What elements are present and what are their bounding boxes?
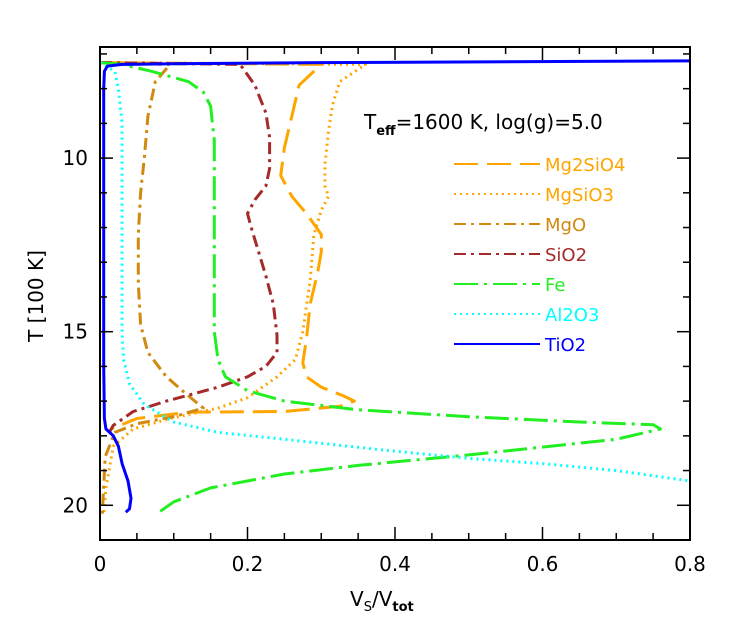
legend-label: MgO [545,215,586,236]
series-line-fe [100,61,662,514]
legend-label: Al2O3 [545,305,599,326]
x-tick-label: 0.2 [232,552,264,576]
legend-item-mgsio3: MgSiO3 [454,185,614,206]
legend-label: SiO2 [545,245,587,266]
legend-label: TiO2 [544,335,586,356]
legend-item-fe: Fe [454,275,565,296]
x-tick-label: 0.6 [527,552,559,576]
y-axis-label: T [100 K] [24,250,48,343]
legend-item-mg2sio4: Mg2SiO4 [454,155,625,176]
y-tick-label: 10 [63,146,88,170]
ticks-layer: 0 0.2 0.4 0.6 0.8 10 15 20 [63,47,706,576]
legend-item-sio2: SiO2 [454,245,587,266]
legend-label: Mg2SiO4 [545,155,625,176]
annotation: Teff=1600 K, log(g)=5.0 [363,110,603,139]
legend-item-al2o3: Al2O3 [454,305,599,326]
legend: Mg2SiO4 MgSiO3 MgO SiO2 Fe Al2O3 TiO2 [454,155,625,356]
series-line-al2o3 [100,61,690,483]
series-line-mgsio3 [100,61,367,516]
x-axis-label-sub1: S [364,600,372,615]
x-axis-label-base: V [350,587,364,611]
series-line-mgo [100,61,205,516]
annotation-rest: =1600 K, log(g)=5.0 [396,110,603,134]
legend-item-mgo: MgO [454,215,586,236]
series-line-sio2 [100,61,279,437]
x-tick-label: 0.8 [674,552,706,576]
legend-label: MgSiO3 [545,185,614,206]
annotation-sub: eff [376,124,396,139]
legend-label: Fe [545,275,565,296]
x-axis-label-mid: /V [372,587,393,611]
legend-item-tio2: TiO2 [454,335,586,356]
y-tick-label: 15 [63,320,88,344]
annotation-base: T [363,110,377,134]
series-line-mg2sio4 [100,61,356,431]
x-tick-label: 0 [94,552,107,576]
x-axis-label: VS/Vtot [350,587,414,615]
x-axis-label-sub2: tot [392,600,413,615]
y-tick-label: 20 [63,493,88,517]
x-tick-label: 0.4 [379,552,411,576]
